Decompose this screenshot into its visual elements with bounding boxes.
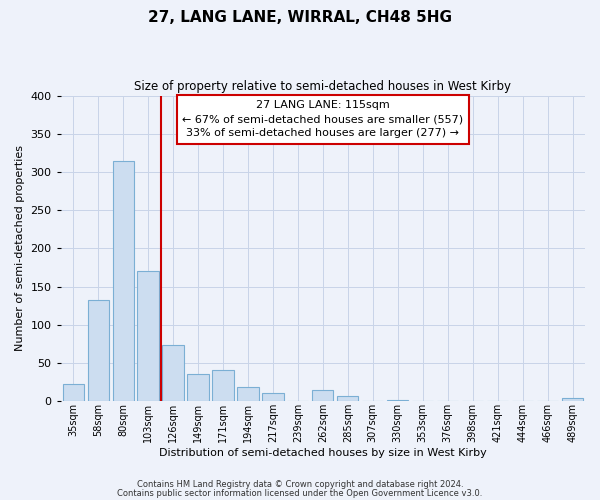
Bar — [163, 346, 184, 401]
Bar — [187, 374, 209, 401]
Bar — [337, 396, 358, 401]
Bar — [262, 393, 284, 401]
Bar — [62, 384, 84, 401]
Bar — [212, 370, 233, 401]
Text: 27 LANG LANE: 115sqm
← 67% of semi-detached houses are smaller (557)
33% of semi: 27 LANG LANE: 115sqm ← 67% of semi-detac… — [182, 100, 463, 138]
Text: Contains HM Land Registry data © Crown copyright and database right 2024.: Contains HM Land Registry data © Crown c… — [137, 480, 463, 489]
Bar — [312, 390, 334, 401]
Text: Contains public sector information licensed under the Open Government Licence v3: Contains public sector information licen… — [118, 488, 482, 498]
Title: Size of property relative to semi-detached houses in West Kirby: Size of property relative to semi-detach… — [134, 80, 511, 93]
Bar — [88, 300, 109, 401]
Text: 27, LANG LANE, WIRRAL, CH48 5HG: 27, LANG LANE, WIRRAL, CH48 5HG — [148, 10, 452, 25]
Bar — [562, 398, 583, 401]
Y-axis label: Number of semi-detached properties: Number of semi-detached properties — [15, 146, 25, 352]
X-axis label: Distribution of semi-detached houses by size in West Kirby: Distribution of semi-detached houses by … — [159, 448, 487, 458]
Bar — [113, 160, 134, 401]
Bar — [238, 388, 259, 401]
Bar — [137, 272, 159, 401]
Bar — [387, 400, 409, 401]
